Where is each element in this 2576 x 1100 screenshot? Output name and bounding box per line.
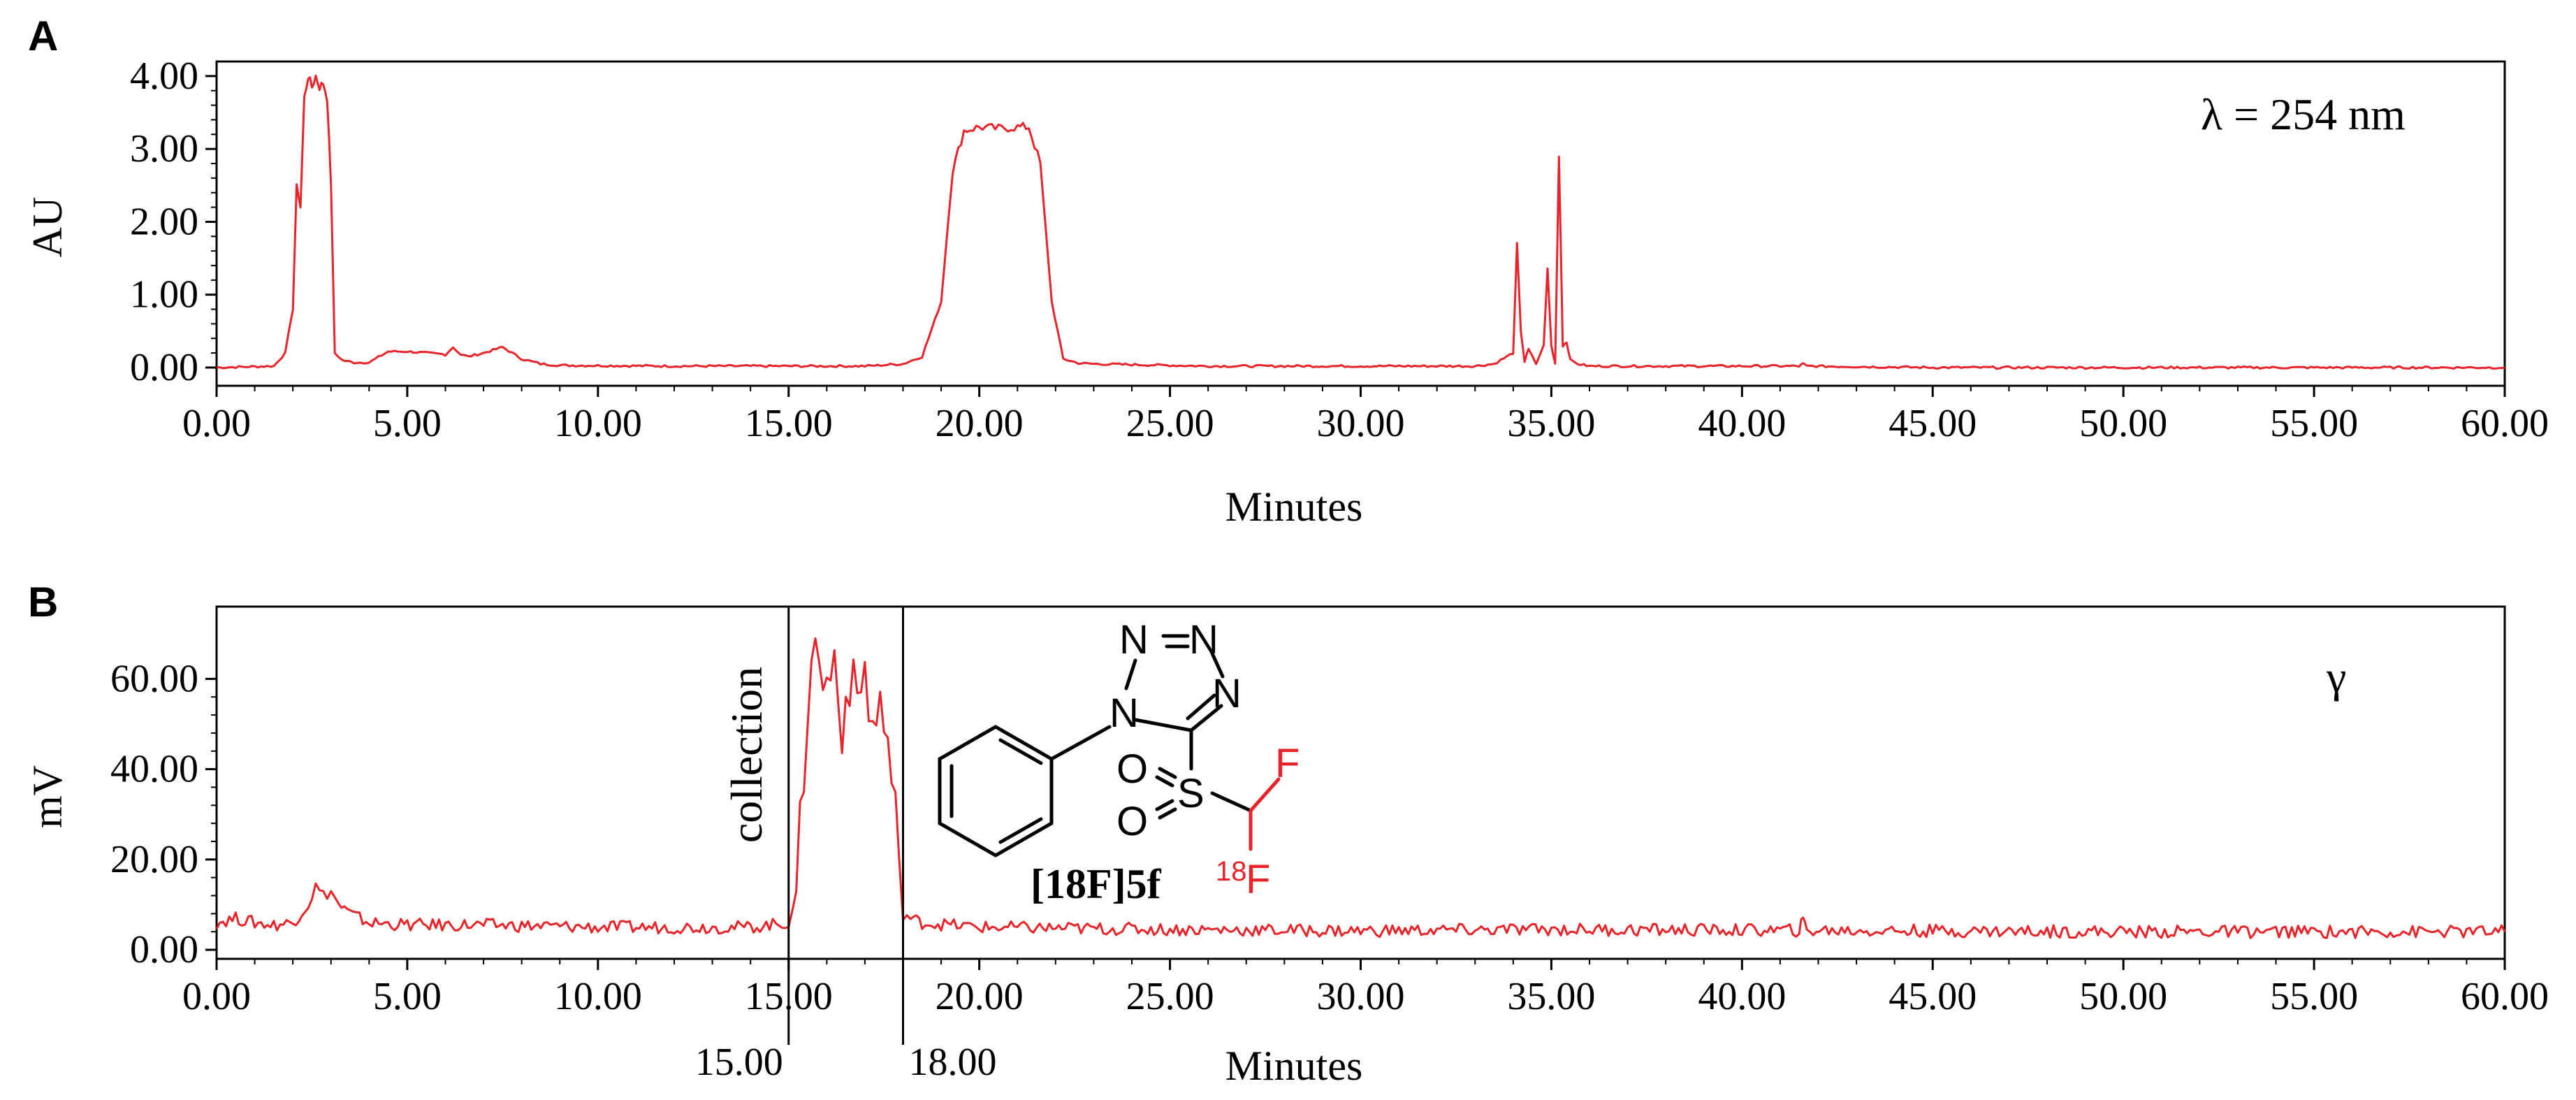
atom-n3: N [1189, 617, 1218, 663]
x-tick-label: 20.00 [936, 975, 1024, 1018]
x-tick-label: 25.00 [1126, 975, 1214, 1018]
chromatogram-trace-b [215, 637, 2506, 939]
bond-s-c [1210, 791, 1253, 813]
collection-markers: 15.00 18.00 [695, 607, 997, 1084]
collection-label: collection [722, 667, 771, 843]
x-tick-label: 15.00 [745, 402, 833, 445]
bond-c-f [1249, 777, 1281, 813]
x-tick-label: 50.00 [2079, 975, 2167, 1018]
plot-frame [215, 60, 2506, 387]
bond-s-o-top-2 [1155, 775, 1174, 788]
y-tick-label: 60.00 [110, 657, 198, 700]
y-tick-label: 40.00 [110, 748, 198, 791]
x-tick-label: 30.00 [1317, 975, 1405, 1018]
x-tick-label: 5.00 [373, 402, 442, 445]
x-tick-label: 45.00 [1889, 975, 1977, 1018]
bond-phenyl-n [1049, 725, 1112, 761]
x-tick-label: 40.00 [1698, 402, 1786, 445]
x-tick-label: 0.00 [182, 402, 251, 445]
y-tick-label: 4.00 [130, 55, 198, 98]
y-tick-label: 3.00 [130, 127, 198, 171]
atom-n1: N [1109, 690, 1139, 736]
x-tick-label: 50.00 [2079, 402, 2167, 445]
collection-marker-label: 15.00 [695, 1041, 783, 1084]
bond-s-o-bottom-2 [1155, 799, 1174, 811]
plot-frame [215, 605, 2506, 960]
y-tick-label: 1.00 [130, 273, 198, 317]
x-tick-label: 10.00 [554, 975, 642, 1018]
compound-label: [18F]5f [1031, 861, 1162, 907]
benzene-ring [938, 725, 1054, 857]
x-tick-label: 40.00 [1698, 975, 1786, 1018]
bond-s-o-bottom [1158, 807, 1177, 820]
wavelength-annotation: λ = 254 nm [2201, 89, 2406, 139]
x-tick-label: 55.00 [2270, 975, 2358, 1018]
x-tick-label: 0.00 [182, 975, 251, 1018]
x-tick-label: 25.00 [1126, 402, 1214, 445]
y-tick-label: 20.00 [110, 838, 198, 881]
chromatogram-trace-a [216, 74, 2505, 370]
y-tick-label: 0.00 [130, 346, 198, 389]
axes-a: 0.00 5.00 10.00 15.00 20.00 25.00 30.00 35.00 40… [130, 55, 2549, 445]
tetrazole-ring [1124, 634, 1225, 732]
axes-b: 0.00 5.00 10.00 15.00 20.00 25.00 30.00 35.00 40… [110, 605, 2549, 1018]
x-tick-label: 35.00 [1507, 402, 1595, 445]
x-tick-label: 30.00 [1317, 402, 1405, 445]
atom-o-bottom: O [1116, 799, 1148, 844]
x-tick-label: 60.00 [2461, 975, 2549, 1018]
y-tick-label: 0.00 [130, 928, 198, 971]
y-tick-label: 2.00 [130, 200, 198, 243]
x-tick-label: 35.00 [1507, 975, 1595, 1018]
atom-isotope-18: 18 [1216, 856, 1247, 887]
gamma-annotation: γ [2326, 652, 2346, 702]
x-tick-label: 10.00 [554, 402, 642, 445]
chart-panel-b: B 0.00 5.00 10.00 15.00 20.00 25.00 30.00 35.00… [24, 579, 2549, 1089]
collection-marker-label: 18.00 [909, 1041, 997, 1084]
x-tick-label: 45.00 [1889, 402, 1977, 445]
chemical-structure [938, 634, 1281, 857]
x-axis-label-a: Minutes [1225, 484, 1363, 530]
atom-n2: N [1119, 617, 1149, 663]
bond-s-o-top [1158, 767, 1177, 779]
atom-18f: F [1246, 857, 1270, 902]
x-tick-label: 5.00 [373, 975, 442, 1018]
y-axis-label-b: mV [24, 765, 71, 828]
x-tick-label: 55.00 [2270, 402, 2358, 445]
x-tick-label: 20.00 [936, 402, 1024, 445]
x-tick-label: 60.00 [2461, 402, 2549, 445]
panel-letter-a: A [28, 13, 58, 59]
atom-s: S [1177, 771, 1205, 816]
atom-o-top: O [1116, 746, 1148, 792]
atom-f: F [1275, 741, 1300, 786]
y-axis-label-a: AU [24, 197, 71, 258]
x-axis-label-b: Minutes [1225, 1043, 1363, 1089]
structure-atom-labels: N N N N O S O F 18 F [18F]5f [1031, 617, 1300, 907]
atom-n4: N [1212, 671, 1242, 716]
panel-letter-b: B [28, 579, 58, 625]
chart-panel-a: A 0.00 5.00 10.00 15.00 20.00 25.00 30.00 35.00… [24, 13, 2549, 530]
